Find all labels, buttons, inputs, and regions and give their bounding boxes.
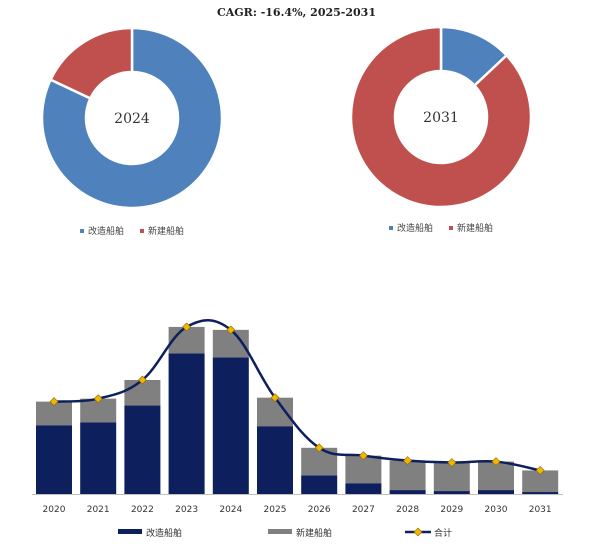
bar-retrofit-2030 bbox=[478, 490, 514, 494]
bar-retrofit-2031 bbox=[522, 492, 559, 494]
bar-newbuild-2031 bbox=[522, 470, 559, 493]
donut-0-legend-label-0: 改造船舶 bbox=[88, 225, 124, 237]
x-tick-label-2030: 2030 bbox=[485, 505, 508, 515]
total-marker-2027 bbox=[358, 451, 368, 461]
total-marker-2031 bbox=[535, 465, 545, 475]
bar-retrofit-2023 bbox=[168, 353, 205, 494]
x-tick-label-2029: 2029 bbox=[440, 505, 463, 515]
bar-retrofit-2020 bbox=[36, 425, 72, 494]
donut-1-legend-label-1: 新建船舶 bbox=[457, 222, 493, 234]
legend-newbuild-swatch bbox=[268, 529, 292, 534]
total-marker-2022 bbox=[137, 375, 147, 385]
bar-retrofit-2027 bbox=[345, 483, 382, 494]
bar-retrofit-2025 bbox=[257, 426, 293, 494]
total-marker-2021 bbox=[93, 394, 103, 404]
donut-0-slice-0 bbox=[40, 26, 224, 210]
total-marker-2030 bbox=[491, 457, 501, 466]
donut-0-slice-1 bbox=[48, 26, 134, 101]
x-tick-label-2024: 2024 bbox=[219, 505, 242, 515]
total-marker-2025 bbox=[270, 393, 280, 403]
bar-retrofit-2021 bbox=[80, 422, 117, 494]
bar-newbuild-2027 bbox=[345, 455, 382, 484]
legend-newbuild-label: 新建船舶 bbox=[296, 527, 332, 539]
donut-1-legend-marker-0 bbox=[389, 226, 393, 230]
x-tick-label-2021: 2021 bbox=[87, 505, 110, 515]
total-marker-2023 bbox=[182, 322, 192, 332]
bar-newbuild-2028 bbox=[389, 460, 426, 491]
donut-0-legend-marker-1 bbox=[140, 229, 144, 233]
donut-1-legend-marker-1 bbox=[449, 226, 453, 230]
chart-title: CAGR: -16.4%, 2025-2031 bbox=[217, 6, 376, 19]
donut-1-slice-1 bbox=[349, 25, 533, 209]
bar-retrofit-2026 bbox=[301, 475, 338, 494]
x-tick-label-2025: 2025 bbox=[264, 505, 287, 515]
bar-newbuild-2021 bbox=[80, 398, 117, 423]
x-tick-label-2026: 2026 bbox=[308, 505, 331, 515]
total-marker-2029 bbox=[447, 458, 457, 467]
x-tick-label-2031: 2031 bbox=[529, 505, 552, 515]
total-marker-2026 bbox=[314, 443, 324, 453]
x-tick-label-2027: 2027 bbox=[352, 505, 375, 515]
bar-newbuild-2029 bbox=[433, 462, 470, 492]
donut-1-center-label: 2031 bbox=[423, 110, 459, 126]
total-marker-2020 bbox=[49, 397, 59, 407]
donut-0-legend-marker-0 bbox=[80, 229, 84, 233]
legend-retrofit-swatch bbox=[118, 529, 142, 534]
donut-0-legend-label-1: 新建船舶 bbox=[148, 225, 184, 237]
bar-retrofit-2024 bbox=[212, 357, 249, 494]
bar-retrofit-2029 bbox=[433, 491, 470, 494]
x-tick-label-2020: 2020 bbox=[43, 505, 66, 515]
legend-total-marker bbox=[413, 527, 423, 537]
total-marker-2024 bbox=[226, 325, 236, 335]
x-tick-label-2022: 2022 bbox=[131, 505, 154, 515]
total-marker-2028 bbox=[403, 456, 413, 466]
legend-retrofit-label: 改造船舶 bbox=[146, 527, 182, 539]
bar-retrofit-2022 bbox=[124, 405, 161, 494]
donut-0-center-label: 2024 bbox=[114, 111, 150, 127]
donut-1-legend-label-0: 改造船舶 bbox=[397, 222, 433, 234]
bar-newbuild-2030 bbox=[478, 461, 514, 491]
bar-newbuild-2020 bbox=[36, 401, 72, 426]
legend-total-label: 合计 bbox=[434, 527, 452, 539]
x-tick-label-2028: 2028 bbox=[396, 505, 419, 515]
bar-retrofit-2028 bbox=[389, 490, 426, 494]
x-tick-label-2023: 2023 bbox=[175, 505, 198, 515]
